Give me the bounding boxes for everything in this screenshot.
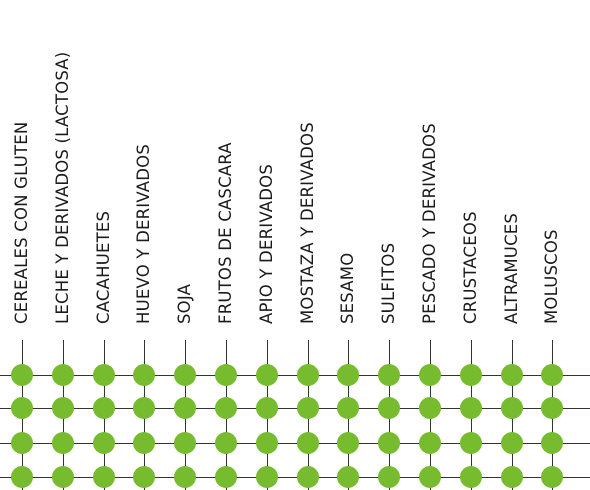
allergen-label: CACAHUETES	[93, 210, 113, 324]
allergen-marker-dot	[296, 397, 319, 419]
allergen-label: FRUTOS DE CASCARA	[215, 141, 235, 324]
allergen-label: SESAMO	[338, 252, 358, 324]
allergen-marker-dot	[215, 432, 237, 454]
allergen-header: CRUSTACEOS	[456, 0, 486, 340]
allergen-label: HUEVO Y DERIVADOS	[134, 143, 154, 324]
allergen-marker-dot	[378, 432, 401, 454]
allergen-label: SULFITOS	[378, 242, 398, 324]
allergen-label: MOLUSCOS	[542, 228, 562, 324]
allergen-marker-dot	[337, 364, 360, 386]
allergen-marker-dot	[459, 364, 482, 386]
allergen-marker-dot	[255, 364, 278, 386]
allergen-label: APIO Y DERIVADOS	[256, 163, 276, 324]
allergen-marker-dot	[459, 397, 482, 419]
allergen-marker-dot	[11, 364, 33, 386]
allergen-marker-dot	[378, 466, 401, 488]
allergen-header: APIO Y DERIVADOS	[252, 0, 282, 340]
allergen-header: ALTRAMUCES	[497, 0, 527, 340]
allergen-marker-dot	[255, 432, 278, 454]
allergen-marker-dot	[133, 397, 156, 419]
allergen-marker-dot	[133, 432, 156, 454]
allergen-marker-dot	[337, 397, 360, 419]
allergen-header: LECHE Y DERIVADOS (LACTOSA)	[48, 0, 78, 340]
allergen-marker-dot	[51, 397, 74, 419]
allergen-label: SOJA	[174, 283, 194, 324]
allergen-label: CEREALES CON GLUTEN	[11, 121, 31, 324]
allergen-header: FRUTOS DE CASCARA	[211, 0, 241, 340]
allergen-marker-dot	[133, 364, 156, 386]
allergen-marker-dot	[11, 466, 33, 488]
row-line	[0, 375, 590, 376]
allergen-marker-dot	[296, 432, 319, 454]
allergen-marker-dot	[337, 466, 360, 488]
allergen-marker-dot	[541, 432, 564, 454]
allergen-label: MOSTAZA Y DERIVADOS	[297, 121, 317, 324]
allergen-marker-dot	[11, 432, 33, 454]
allergen-header: SESAMO	[333, 0, 363, 340]
allergen-label: LECHE Y DERIVADOS (LACTOSA)	[52, 51, 72, 324]
allergen-marker-dot	[419, 397, 441, 419]
allergen-marker-dot	[92, 432, 115, 454]
allergen-label: ALTRAMUCES	[501, 212, 521, 324]
allergen-header: SULFITOS	[374, 0, 404, 340]
allergen-marker-dot	[51, 364, 74, 386]
allergen-marker-dot	[255, 466, 278, 488]
allergen-marker-dot	[296, 466, 319, 488]
allergen-marker-dot	[11, 397, 33, 419]
allergen-marker-dot	[337, 432, 360, 454]
allergen-marker-dot	[500, 364, 523, 386]
allergen-marker-dot	[459, 466, 482, 488]
allergen-marker-dot	[419, 466, 441, 488]
allergen-marker-dot	[378, 364, 401, 386]
allergen-marker-dot	[174, 364, 197, 386]
allergen-marker-dot	[51, 466, 74, 488]
allergen-marker-dot	[92, 364, 115, 386]
allergen-label: CRUSTACEOS	[460, 210, 480, 324]
allergen-marker-dot	[500, 397, 523, 419]
allergen-marker-dot	[419, 432, 441, 454]
allergen-marker-dot	[541, 364, 564, 386]
allergen-marker-dot	[92, 397, 115, 419]
allergen-marker-dot	[541, 466, 564, 488]
allergen-header: CEREALES CON GLUTEN	[7, 0, 37, 340]
allergen-marker-dot	[51, 432, 74, 454]
allergen-header: SOJA	[170, 0, 200, 340]
allergen-marker-dot	[255, 397, 278, 419]
allergen-marker-dot	[541, 397, 564, 419]
allergen-marker-dot	[459, 432, 482, 454]
allergen-marker-dot	[92, 466, 115, 488]
allergen-marker-dot	[500, 466, 523, 488]
allergen-marker-dot	[174, 432, 197, 454]
allergen-marker-dot	[296, 364, 319, 386]
allergen-marker-dot	[174, 397, 197, 419]
row-line	[0, 443, 590, 444]
allergen-marker-dot	[133, 466, 156, 488]
allergen-marker-dot	[378, 397, 401, 419]
allergen-label: PESCADO Y DERIVADOS	[419, 122, 439, 324]
allergen-marker-dot	[215, 466, 237, 488]
row-line	[0, 477, 590, 478]
allergen-header: HUEVO Y DERIVADOS	[129, 0, 159, 340]
allergen-marker-dot	[419, 364, 441, 386]
row-line	[0, 408, 590, 409]
allergen-marker-dot	[215, 364, 237, 386]
allergen-header: CACAHUETES	[89, 0, 119, 340]
allergen-header: MOLUSCOS	[537, 0, 567, 340]
allergen-marker-dot	[500, 432, 523, 454]
allergen-header: PESCADO Y DERIVADOS	[415, 0, 445, 340]
allergen-marker-dot	[174, 466, 197, 488]
allergen-header: MOSTAZA Y DERIVADOS	[293, 0, 323, 340]
allergen-marker-dot	[215, 397, 237, 419]
